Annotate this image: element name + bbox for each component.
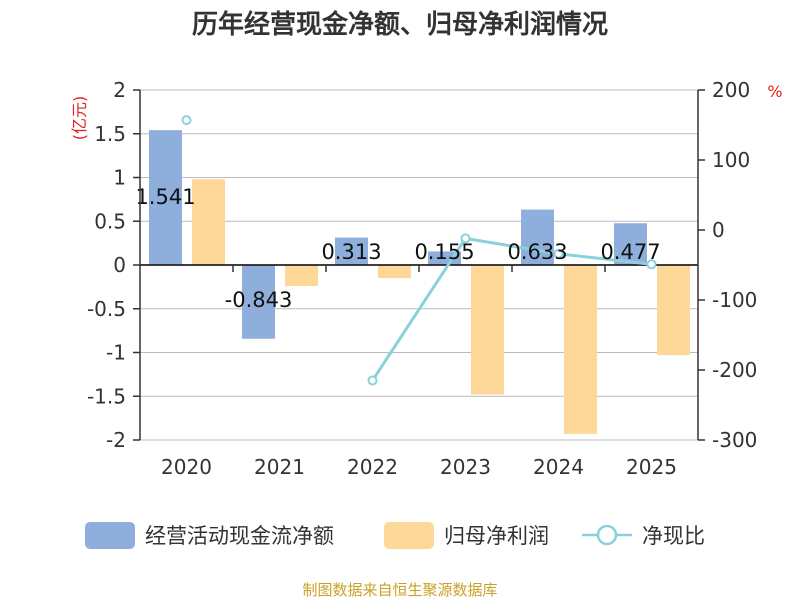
x-tick-label: 2021	[254, 455, 305, 479]
ratio-line-segment	[465, 236, 559, 256]
axes: 2 1.5 1 0.5 0 -0.5 -1 -1.5 -2 200 100 0 -100 -200 -300…	[87, 78, 757, 479]
legend-label-net-profit: 归母净利润	[444, 524, 549, 548]
left-tick-label: -1	[106, 341, 126, 365]
ratio-point	[553, 248, 564, 259]
right-tick-label: -300	[712, 428, 757, 452]
bar-cash-flow	[614, 223, 647, 265]
right-tick-label: -100	[712, 288, 757, 312]
bar-net-profit	[285, 265, 318, 286]
ratio-line-segment	[371, 237, 467, 382]
data-labels: 1.541 -0.843 0.313 0.155 0.633 0.477	[135, 185, 660, 312]
bar-net-profit	[657, 265, 690, 356]
legend-marker-ratio	[596, 524, 618, 546]
left-tick-label: -1.5	[87, 384, 126, 408]
bar-cash-flow	[149, 130, 182, 265]
left-tick-label: 0.5	[94, 209, 126, 233]
legend: 经营活动现金流净额 归母净利润 净现比	[85, 522, 705, 549]
bar-net-profit	[192, 179, 225, 265]
bar-cash-flow	[335, 237, 368, 265]
bars	[149, 130, 690, 434]
ratio-point	[646, 259, 657, 270]
data-label-cash-flow: 0.313	[321, 240, 381, 264]
x-tick-label: 2020	[161, 455, 212, 479]
bar-net-profit	[564, 265, 597, 434]
x-tick-label: 2022	[347, 455, 398, 479]
chart-title: 历年经营现金净额、归母净利润情况	[192, 9, 608, 40]
left-axis-unit: (亿元)	[70, 96, 89, 141]
right-tick-label: 100	[712, 148, 750, 172]
right-tick-label: 0	[712, 218, 725, 242]
data-label-cash-flow: -0.843	[225, 288, 293, 312]
left-tick-label: -2	[106, 428, 126, 452]
ratio-point	[367, 375, 378, 386]
data-label-cash-flow: 0.477	[600, 240, 660, 264]
legend-swatch-net-profit	[384, 522, 434, 549]
ratio-point	[460, 233, 471, 244]
data-label-cash-flow: 0.155	[414, 240, 474, 264]
left-tick-label: 1	[113, 166, 126, 190]
legend-label-cash-flow: 经营活动现金流净额	[145, 524, 334, 548]
source-note: 制图数据来自恒生聚源数据库	[302, 581, 497, 599]
left-tick-label: -0.5	[87, 297, 126, 321]
ratio-point	[181, 115, 192, 126]
ratio-line	[181, 115, 657, 386]
bar-net-profit	[378, 265, 411, 279]
data-label-cash-flow: 1.541	[135, 185, 195, 209]
bar-cash-flow	[521, 209, 554, 265]
right-tick-label: 200	[712, 78, 750, 102]
legend-swatch-cash-flow	[85, 522, 135, 549]
bar-cash-flow	[428, 251, 461, 265]
bar-cash-flow	[242, 265, 275, 339]
x-tick-label: 2023	[440, 455, 491, 479]
ratio-line-segment	[558, 252, 652, 266]
left-tick-label: 1.5	[94, 122, 126, 146]
left-tick-label: 0	[113, 253, 126, 277]
x-tick-label: 2025	[626, 455, 677, 479]
x-tick-label: 2024	[533, 455, 584, 479]
right-tick-label: -200	[712, 358, 757, 382]
right-axis-unit: %	[767, 82, 782, 101]
left-tick-label: 2	[113, 78, 126, 102]
data-label-cash-flow: 0.633	[507, 240, 567, 264]
bar-net-profit	[471, 265, 504, 395]
legend-label-ratio: 净现比	[642, 524, 705, 548]
